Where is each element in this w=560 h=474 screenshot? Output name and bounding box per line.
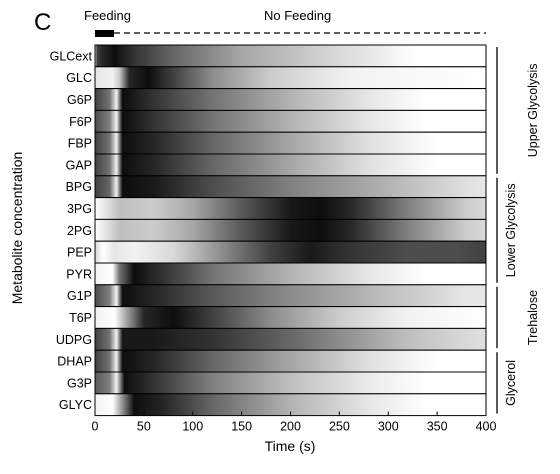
no-feeding-label: No Feeding — [264, 8, 331, 23]
row-label-glcext: GLCext — [50, 49, 93, 63]
heatmap-row-dhap — [94, 349, 487, 373]
x-axis: 0 50 100 150 200 250 300 350 400 — [92, 411, 497, 434]
heatmap-row-g1p — [94, 284, 487, 308]
feeding-bar — [95, 30, 114, 37]
row-label-f6p: F6P — [69, 115, 92, 129]
row-label-pyr: PYR — [66, 267, 92, 281]
x-tick-label-100: 100 — [182, 420, 203, 434]
x-tick-label-300: 300 — [378, 420, 399, 434]
heatmap-row-pyr — [94, 262, 487, 286]
y-axis-label: Metabolite concentration — [9, 152, 25, 305]
row-label-g3p: G3P — [67, 376, 92, 390]
x-tick-label-350: 350 — [427, 420, 448, 434]
row-label-glc: GLC — [66, 71, 92, 85]
x-tick-label-0: 0 — [92, 420, 99, 434]
heatmap-row-f6p — [94, 109, 487, 133]
x-axis-label: Time (s) — [265, 438, 316, 454]
feeding-label: Feeding — [84, 8, 131, 23]
group-label-2: Trehalose — [526, 290, 540, 345]
row-label-udpg: UDPG — [56, 333, 92, 347]
heatmap-row-udpg — [94, 327, 487, 351]
group-brackets: Upper Glycolysis Lower Glycolysis Trehalos… — [496, 47, 540, 414]
group-label-1: Lower Glycolysis — [504, 183, 518, 277]
heatmap-rows — [94, 44, 487, 417]
x-tick-label-200: 200 — [280, 420, 301, 434]
heatmap-row-bpg — [94, 175, 487, 199]
x-tick-label-250: 250 — [329, 420, 350, 434]
row-label-pep: PEP — [67, 246, 92, 260]
heatmap-row-3pg — [94, 197, 487, 220]
row-label-g1p: G1P — [67, 289, 92, 303]
x-tick-label-150: 150 — [231, 420, 252, 434]
x-tick-label-400: 400 — [476, 420, 497, 434]
row-label-bpg: BPG — [66, 180, 92, 194]
heatmap-row-gap — [94, 153, 487, 177]
row-label-gap: GAP — [66, 158, 92, 172]
row-label-t6p: T6P — [69, 311, 92, 325]
row-label-g6p: G6P — [67, 93, 92, 107]
row-label-dhap: DHAP — [57, 355, 92, 369]
heatmap-row-pep — [94, 240, 487, 264]
group-label-0: Upper Glycolysis — [526, 64, 540, 158]
row-label-glyc: GLYC — [59, 398, 92, 412]
heatmap-row-2pg — [94, 218, 487, 242]
heatmap-row-glc — [94, 66, 487, 90]
row-label-fbp: FBP — [68, 137, 92, 151]
heatmap-row-glcext — [94, 44, 487, 68]
row-label-2pg: 2PG — [67, 224, 92, 238]
heatmap-row-g3p — [94, 371, 487, 395]
group-label-3: Glycerol — [504, 360, 518, 406]
heatmap-row-t6p — [94, 306, 487, 329]
heatmap-row-g6p — [94, 88, 487, 111]
row-labels: GLCext GLC G6P F6P FBP GAP BPG 3PG 2PG PEP PYR G1P T… — [50, 49, 93, 412]
x-tick-label-50: 50 — [137, 420, 151, 434]
row-label-3pg: 3PG — [67, 202, 92, 216]
heatmap-row-fbp — [94, 131, 487, 155]
panel-label: C — [34, 9, 51, 36]
